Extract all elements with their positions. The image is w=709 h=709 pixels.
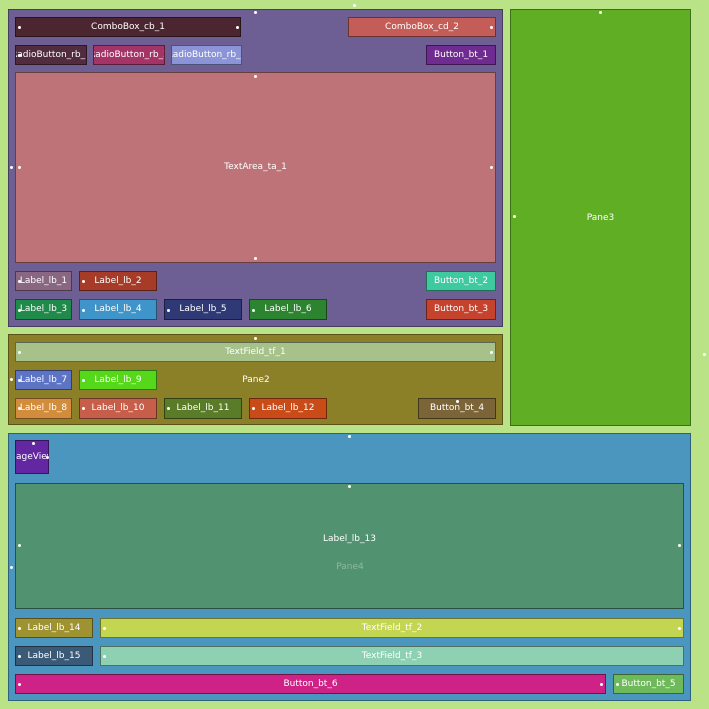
- pane4-title: Pane4: [336, 562, 364, 572]
- anchor-dot: [254, 75, 257, 78]
- anchor-dot: [103, 655, 106, 658]
- button-bt-6[interactable]: Button_bt_6: [15, 674, 606, 694]
- button-bt-5[interactable]: Button_bt_5: [613, 674, 684, 694]
- anchor-dot: [236, 26, 239, 29]
- anchor-dot: [599, 11, 602, 14]
- radio-button-rb-2[interactable]: RadioButton_rb_2: [93, 45, 165, 65]
- anchor-dot: [18, 309, 21, 312]
- anchor-dot: [353, 4, 356, 7]
- anchor-dot: [82, 309, 85, 312]
- anchor-dot: [18, 379, 21, 382]
- button-bt-1[interactable]: Button_bt_1: [426, 45, 496, 65]
- anchor-dot: [18, 166, 21, 169]
- label-lb-2: Label_lb_2: [79, 271, 157, 291]
- label-lb-3: Label_lb_3: [15, 299, 72, 320]
- image-view: ageView_: [15, 440, 49, 474]
- label-lb-11: Label_lb_11: [164, 398, 242, 419]
- anchor-dot: [10, 378, 13, 381]
- label-lb-6: Label_lb_6: [249, 299, 327, 320]
- label-lb-13-text: Label_lb_13: [323, 533, 376, 544]
- anchor-dot: [18, 627, 21, 630]
- anchor-dot: [18, 351, 21, 354]
- anchor-dot: [678, 627, 681, 630]
- anchor-dot: [678, 544, 681, 547]
- textfield-tf-2[interactable]: TextField_tf_2: [100, 618, 684, 638]
- anchor-dot: [254, 257, 257, 260]
- anchor-dot: [513, 215, 516, 218]
- textarea-ta-1[interactable]: TextArea_ta_1: [15, 72, 496, 263]
- anchor-dot: [46, 456, 49, 459]
- anchor-dot: [490, 26, 493, 29]
- anchor-dot: [167, 309, 170, 312]
- radio-button-rb-3[interactable]: RadioButton_rb_3: [171, 45, 242, 65]
- label-lb-1: Label_lb_1: [15, 271, 72, 291]
- label-lb-9: Label_lb_9: [79, 370, 157, 390]
- textfield-tf-1[interactable]: TextField_tf_1: [15, 342, 496, 362]
- button-bt-4[interactable]: Button_bt_4: [418, 398, 496, 419]
- anchor-dot: [600, 683, 603, 686]
- anchor-dot: [252, 407, 255, 410]
- button-bt-2[interactable]: Button_bt_2: [426, 271, 496, 291]
- anchor-dot: [703, 353, 706, 356]
- anchor-dot: [616, 683, 619, 686]
- label-lb-8: Label_lb_8: [15, 398, 72, 419]
- anchor-dot: [18, 280, 21, 283]
- combobox-cd-2[interactable]: ComboBox_cd_2: [348, 17, 496, 37]
- label-lb-5: Label_lb_5: [164, 299, 242, 320]
- radio-button-rb-1[interactable]: RadioButton_rb_1: [15, 45, 87, 65]
- textfield-tf-3[interactable]: TextField_tf_3: [100, 646, 684, 666]
- label-lb-13: Label_lb_13: [15, 483, 684, 609]
- label-lb-15: Label_lb_15: [15, 646, 93, 666]
- pane3: Pane3: [510, 9, 691, 426]
- label-lb-12: Label_lb_12: [249, 398, 327, 419]
- anchor-dot: [252, 309, 255, 312]
- label-lb-14: Label_lb_14: [15, 618, 93, 638]
- label-lb-4: Label_lb_4: [79, 299, 157, 320]
- anchor-dot: [82, 379, 85, 382]
- anchor-dot: [254, 11, 257, 14]
- anchor-dot: [456, 400, 459, 403]
- anchor-dot: [18, 54, 21, 57]
- anchor-dot: [18, 683, 21, 686]
- anchor-dot: [103, 627, 106, 630]
- anchor-dot: [18, 26, 21, 29]
- anchor-dot: [490, 166, 493, 169]
- anchor-dot: [490, 351, 493, 354]
- anchor-dot: [167, 407, 170, 410]
- anchor-dot: [82, 407, 85, 410]
- anchor-dot: [82, 280, 85, 283]
- anchor-dot: [348, 485, 351, 488]
- anchor-dot: [10, 566, 13, 569]
- anchor-dot: [348, 435, 351, 438]
- label-lb-10: Label_lb_10: [79, 398, 157, 419]
- button-bt-3[interactable]: Button_bt_3: [426, 299, 496, 320]
- anchor-dot: [18, 407, 21, 410]
- label-lb-7: Label_lb_7: [15, 370, 72, 390]
- anchor-dot: [254, 337, 257, 340]
- anchor-dot: [18, 544, 21, 547]
- pane2-title: Pane2: [242, 375, 270, 385]
- anchor-dot: [10, 166, 13, 169]
- anchor-dot: [32, 442, 35, 445]
- anchor-dot: [18, 655, 21, 658]
- combobox-cb-1[interactable]: ComboBox_cb_1: [15, 17, 241, 37]
